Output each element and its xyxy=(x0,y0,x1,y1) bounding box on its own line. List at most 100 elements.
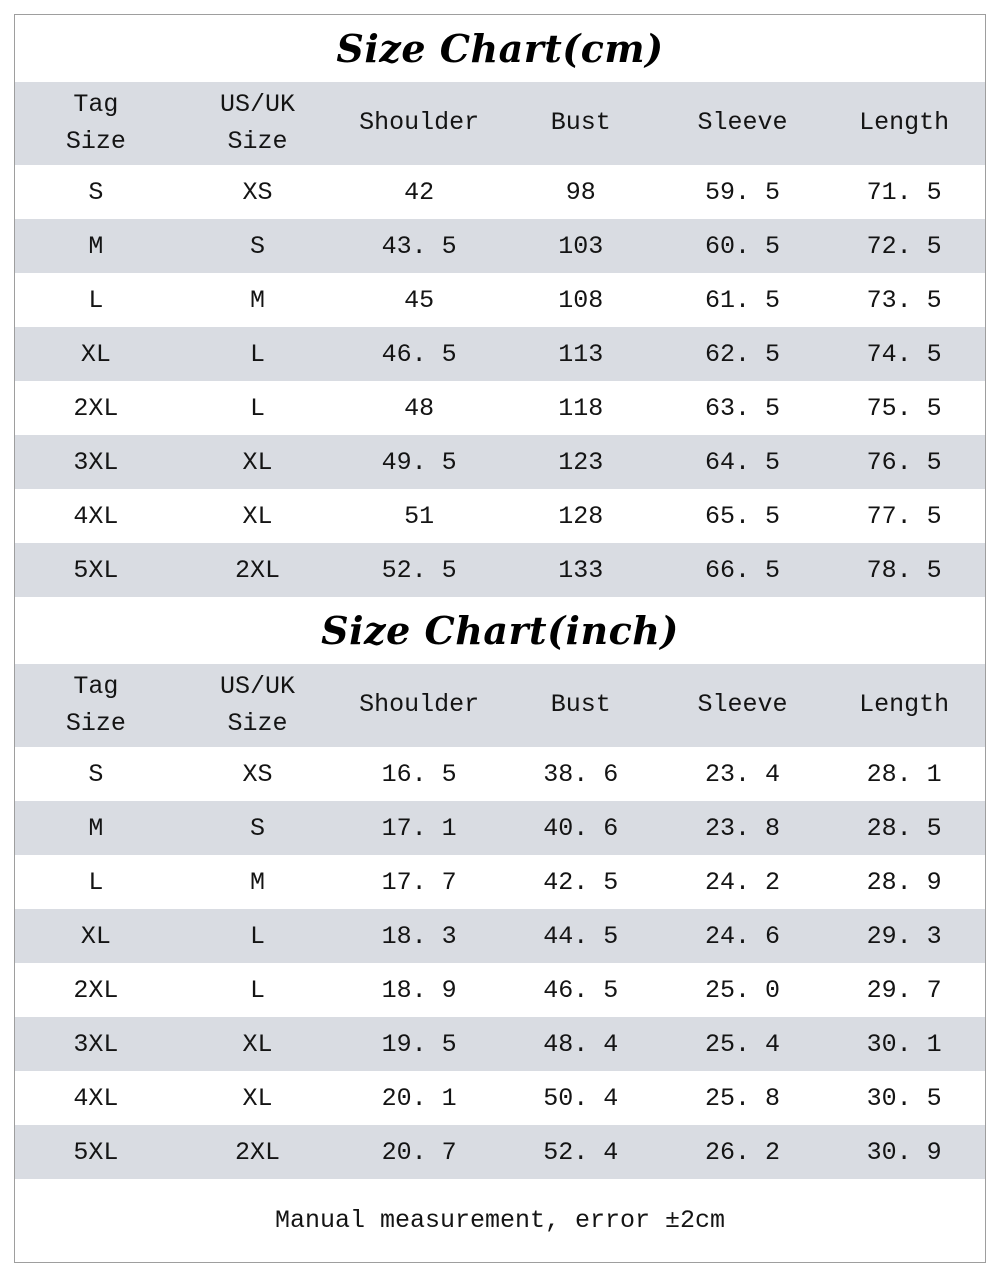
table-cell: S xyxy=(88,177,104,207)
table-cell: 108 xyxy=(558,285,604,315)
table-cell: XL xyxy=(80,921,111,951)
table-row: 5XL 2XL 52. 5 133 66. 5 78. 5 xyxy=(15,543,985,597)
table-row: XL L 46. 5 113 62. 5 74. 5 xyxy=(15,327,985,381)
table-cell: 73. 5 xyxy=(866,285,942,315)
table-cell: 24. 6 xyxy=(704,921,780,951)
table-cell: 118 xyxy=(558,393,604,423)
table-cell: 2XL xyxy=(73,975,119,1005)
table-cell: 2XL xyxy=(234,1137,280,1167)
column-header: Bust xyxy=(499,82,662,165)
table-cell: L xyxy=(88,285,104,315)
table-cell: XL xyxy=(80,339,111,369)
table-cell: 103 xyxy=(558,231,604,261)
table-cell: 25. 4 xyxy=(704,1029,780,1059)
table-cell: 60. 5 xyxy=(704,231,780,261)
table-cell: 24. 2 xyxy=(704,867,780,897)
table-cell: 28. 5 xyxy=(866,813,942,843)
column-header: Length xyxy=(823,82,985,165)
table-cell: 30. 1 xyxy=(866,1029,942,1059)
column-header: Tag Size xyxy=(15,82,177,165)
table-cell: 23. 8 xyxy=(704,813,780,843)
table-cell: 66. 5 xyxy=(704,555,780,585)
table-cell: 4XL xyxy=(73,1083,119,1113)
table-cell: 59. 5 xyxy=(704,177,780,207)
column-header: Shoulder xyxy=(338,82,500,165)
table-cell: 74. 5 xyxy=(866,339,942,369)
table-cell: 2XL xyxy=(234,555,280,585)
table-cell: 75. 5 xyxy=(866,393,942,423)
table-cell: 30. 5 xyxy=(866,1083,942,1113)
table-cell: 25. 0 xyxy=(704,975,780,1005)
table-cell: 49. 5 xyxy=(381,447,457,477)
column-header: Shoulder xyxy=(338,664,500,747)
table-cell: 20. 7 xyxy=(381,1137,457,1167)
table-cell: 16. 5 xyxy=(381,759,457,789)
table-cell: 38. 6 xyxy=(543,759,619,789)
table-cell: 2XL xyxy=(73,393,119,423)
table-row: M S 17. 1 40. 6 23. 8 28. 5 xyxy=(15,801,985,855)
table-cell: 23. 4 xyxy=(704,759,780,789)
table-cell: 48. 4 xyxy=(543,1029,619,1059)
table-row: 3XL XL 19. 5 48. 4 25. 4 30. 1 xyxy=(15,1017,985,1071)
table-cell: 42 xyxy=(404,177,435,207)
table-row: 3XL XL 49. 5 123 64. 5 76. 5 xyxy=(15,435,985,489)
table-cell: 46. 5 xyxy=(381,339,457,369)
column-header: Sleeve xyxy=(661,664,824,747)
table-cell: XL xyxy=(242,501,273,531)
table-cell: 77. 5 xyxy=(866,501,942,531)
column-header: Bust xyxy=(499,664,662,747)
table-cell: 46. 5 xyxy=(543,975,619,1005)
header-row: Tag Size US/UK Size Shoulder Bust Sleeve Leng… xyxy=(15,82,985,165)
table-cell: 42. 5 xyxy=(543,867,619,897)
header-row: Tag Size US/UK Size Shoulder Bust Sleeve Leng… xyxy=(15,664,985,747)
table-cell: 28. 1 xyxy=(866,759,942,789)
table-cell: S xyxy=(249,813,265,843)
chart-frame: Size Chart(cm) Tag Size US/UK Size Shoulde… xyxy=(14,14,986,1263)
column-header: Sleeve xyxy=(661,82,824,165)
column-header: US/UK Size xyxy=(176,82,339,165)
table-cell: 128 xyxy=(558,501,604,531)
table-cell: 51 xyxy=(404,501,435,531)
size-chart-inch-title: Size Chart(inch) xyxy=(321,608,679,653)
table-cell: XS xyxy=(242,177,273,207)
table-cell: 65. 5 xyxy=(704,501,780,531)
table-cell: 44. 5 xyxy=(543,921,619,951)
table-cell: 28. 9 xyxy=(866,867,942,897)
table-row: M S 43. 5 103 60. 5 72. 5 xyxy=(15,219,985,273)
table-cell: 40. 6 xyxy=(543,813,619,843)
table-cell: L xyxy=(249,975,265,1005)
column-header: US/UK Size xyxy=(176,664,339,747)
table-cell: 19. 5 xyxy=(381,1029,457,1059)
table-cell: 17. 7 xyxy=(381,867,457,897)
size-table-cm: Tag Size US/UK Size Shoulder Bust Sleeve Leng… xyxy=(15,82,985,597)
table-cell: S xyxy=(249,231,265,261)
table-cell: 63. 5 xyxy=(704,393,780,423)
table-cell: 29. 3 xyxy=(866,921,942,951)
table-cell: XL xyxy=(242,447,273,477)
table-cell: XS xyxy=(242,759,273,789)
table-cell: 64. 5 xyxy=(704,447,780,477)
table-cell: S xyxy=(88,759,104,789)
table-row: S XS 42 98 59. 5 71. 5 xyxy=(15,165,985,219)
table-cell: 52. 4 xyxy=(543,1137,619,1167)
table-row: 2XL L 18. 9 46. 5 25. 0 29. 7 xyxy=(15,963,985,1017)
table-cell: 30. 9 xyxy=(866,1137,942,1167)
table-cell: 76. 5 xyxy=(866,447,942,477)
table-cell: 18. 9 xyxy=(381,975,457,1005)
table-cell: 52. 5 xyxy=(381,555,457,585)
table-cell: 113 xyxy=(558,339,604,369)
table-cell: 48 xyxy=(404,393,435,423)
column-header: Tag Size xyxy=(15,664,177,747)
table-cell: 71. 5 xyxy=(866,177,942,207)
table-row: 4XL XL 51 128 65. 5 77. 5 xyxy=(15,489,985,543)
table-cell: 45 xyxy=(404,285,435,315)
size-chart-cm-title: Size Chart(cm) xyxy=(336,26,664,71)
table-cell: 25. 8 xyxy=(704,1083,780,1113)
table-cell: 26. 2 xyxy=(704,1137,780,1167)
table-row: S XS 16. 5 38. 6 23. 4 28. 1 xyxy=(15,747,985,801)
table-row: L M 17. 7 42. 5 24. 2 28. 9 xyxy=(15,855,985,909)
table-cell: 78. 5 xyxy=(866,555,942,585)
table-cell: L xyxy=(249,921,265,951)
table-cell: 133 xyxy=(558,555,604,585)
